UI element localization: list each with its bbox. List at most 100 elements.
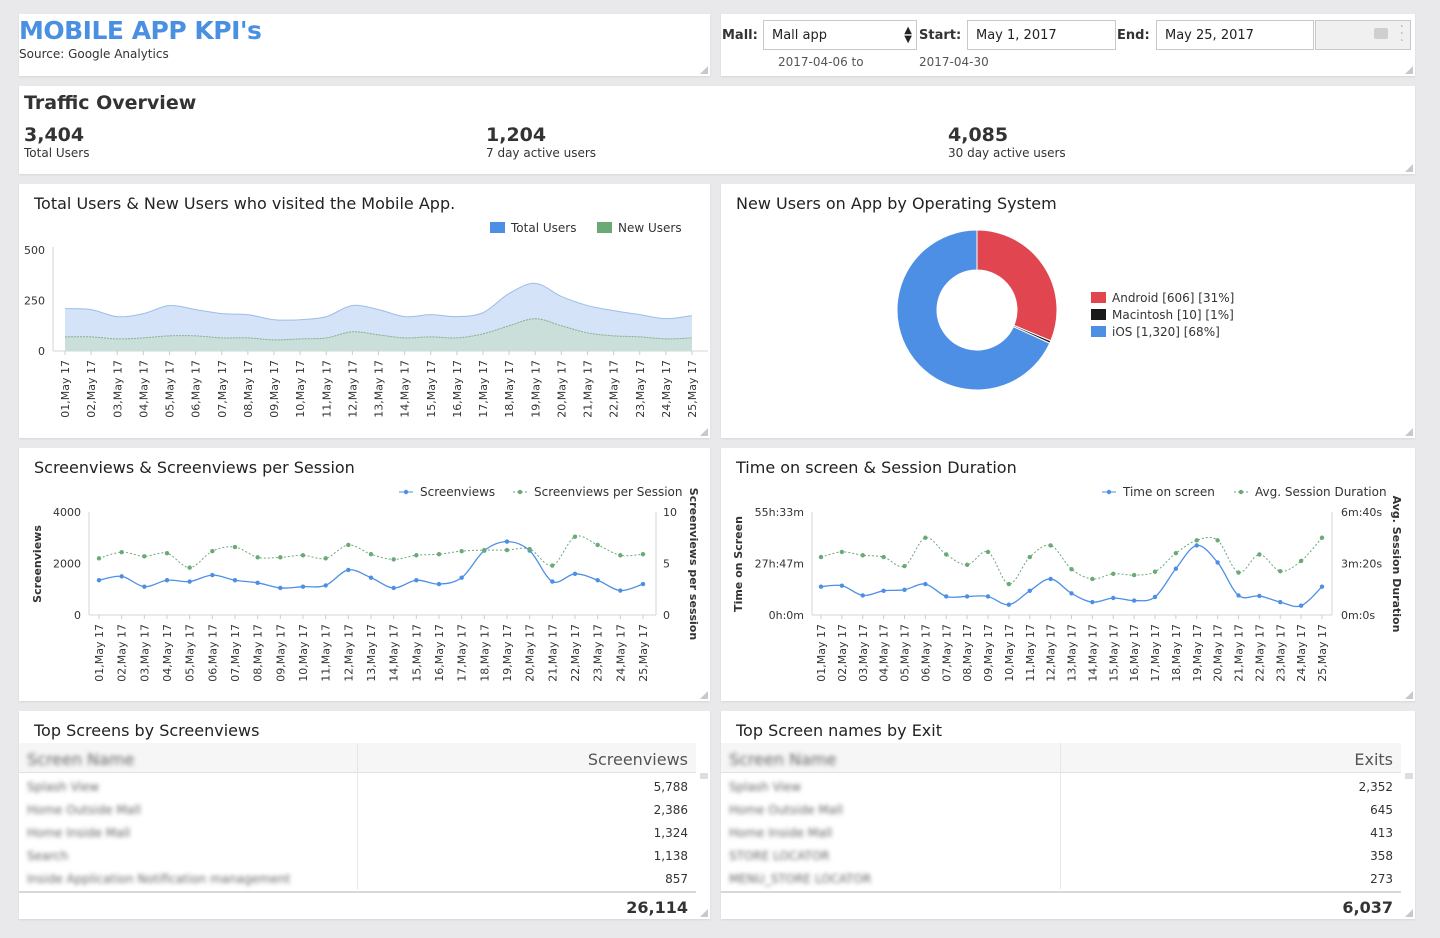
- x-tick-label: 14,May 17: [1086, 624, 1099, 682]
- table-total-row: 6,037: [721, 891, 1401, 919]
- users-chart-panel: Total Users & New Users who visited the …: [19, 184, 710, 438]
- data-point: [323, 556, 328, 561]
- mall-select[interactable]: Mall app ▲ ▼: [763, 20, 917, 50]
- x-tick-label: 22,May 17: [1253, 624, 1266, 682]
- y-tick-label: 0: [74, 609, 81, 622]
- select-arrows-icon: ▲ ▼: [904, 25, 912, 45]
- x-tick-label: 09,May 17: [982, 624, 995, 682]
- y-tick-label: 0: [38, 345, 45, 358]
- x-tick-label: 19,May 17: [1191, 624, 1204, 682]
- header-panel: MOBILE APP KPI's Source: Google Analytic…: [19, 14, 710, 76]
- table-row[interactable]: MENU_STORE LOCATOR 273: [721, 867, 1401, 890]
- cell-screen-name: Home Inside Mall: [729, 826, 833, 840]
- data-point: [944, 552, 949, 557]
- column-header-screen-name[interactable]: Screen Name: [27, 750, 135, 769]
- x-tick-label: 09,May 17: [274, 624, 287, 682]
- x-tick-label: 15,May 17: [1107, 624, 1120, 682]
- table-row[interactable]: Home Inside Mall 1,324: [19, 821, 696, 844]
- data-point: [1027, 554, 1032, 560]
- time-line-chart: 0h:0m 27h:47m 55h:33m 0m:0s 3m:20s 6m:40s Time…: [732, 485, 1403, 682]
- legend-swatch: [1091, 309, 1106, 320]
- range-to-label: 2017-04-30: [919, 55, 989, 69]
- data-point: [985, 594, 991, 599]
- x-tick-label: 21,May 17: [582, 360, 595, 418]
- x-tick-label: 04,May 17: [161, 624, 174, 682]
- data-point: [1236, 570, 1241, 575]
- data-point: [232, 578, 238, 583]
- y2-tick-label: 5: [663, 558, 670, 571]
- column-header-exits[interactable]: Exits: [1354, 750, 1393, 769]
- data-point: [1278, 599, 1283, 605]
- data-point: [278, 555, 283, 560]
- legend-swatch: [490, 222, 505, 233]
- start-date-input[interactable]: May 1, 2017: [967, 20, 1116, 50]
- column-header-screen-name[interactable]: Screen Name: [729, 750, 837, 769]
- legend-marker: [1238, 489, 1244, 495]
- cell-screen-name: Search: [27, 849, 69, 863]
- legend-swatch: [597, 222, 612, 233]
- x-tick-label: 23,May 17: [592, 624, 605, 682]
- table-row[interactable]: Home Inside Mall 413: [721, 821, 1401, 844]
- data-point: [881, 588, 886, 593]
- x-tick-label: 13,May 17: [1066, 624, 1079, 682]
- table-row[interactable]: STORE LOCATOR 358: [721, 844, 1401, 867]
- data-point: [1215, 538, 1220, 543]
- data-point: [164, 578, 170, 583]
- cell-value: 273: [1370, 872, 1393, 886]
- series-line-total-users: [64, 282, 693, 321]
- table-row[interactable]: Splash View 5,788: [19, 775, 696, 798]
- table-row[interactable]: Home Outside Mall 2,386: [19, 798, 696, 821]
- scrollbar[interactable]: [1405, 773, 1413, 779]
- data-point: [278, 585, 283, 591]
- x-tick-label: 20,May 17: [555, 360, 568, 418]
- cell-screen-name: Splash View: [729, 780, 802, 794]
- scrollbar[interactable]: [700, 773, 708, 779]
- table-row[interactable]: Home Outside Mall 645: [721, 798, 1401, 821]
- x-tick-label: 21,May 17: [1233, 624, 1246, 682]
- data-point: [187, 565, 192, 570]
- data-point: [346, 567, 351, 573]
- end-date-input[interactable]: May 25, 2017: [1156, 20, 1314, 50]
- data-point: [436, 552, 442, 557]
- x-tick-label: 19,May 17: [501, 624, 514, 682]
- column-divider: [357, 743, 358, 889]
- x-tick-label: 24,May 17: [660, 360, 673, 418]
- table-row[interactable]: Inside Application Notification manageme…: [19, 867, 696, 890]
- cell-screen-name: Home Inside Mall: [27, 826, 131, 840]
- x-tick-label: 22,May 17: [608, 360, 621, 418]
- x-tick-label: 11,May 17: [1024, 624, 1037, 682]
- column-header-screenviews[interactable]: Screenviews: [587, 750, 688, 769]
- x-tick-label: 07,May 17: [940, 624, 953, 682]
- x-tick-label: 06,May 17: [190, 360, 203, 418]
- cell-screen-name: Inside Application Notification manageme…: [27, 872, 291, 886]
- x-tick-label: 14,May 17: [388, 624, 401, 682]
- x-tick-label: 22,May 17: [569, 624, 582, 682]
- x-tick-label: 07,May 17: [229, 624, 242, 682]
- y-tick-label: 55h:33m: [755, 506, 804, 519]
- table-row[interactable]: Search 1,138: [19, 844, 696, 867]
- x-tick-label: 16,May 17: [433, 624, 446, 682]
- cell-value: 358: [1370, 849, 1393, 863]
- series-area-new-users: [65, 318, 692, 351]
- data-point: [164, 551, 170, 556]
- cell-screen-name: Home Outside Mall: [27, 803, 141, 817]
- traffic-overview-panel: Traffic Overview 3,404 Total Users 1,204…: [19, 86, 1415, 174]
- x-tick-label: 01,May 17: [815, 624, 828, 682]
- x-tick-label: 13,May 17: [365, 624, 378, 682]
- data-point: [391, 557, 396, 562]
- os-chart-panel: New Users on App by Operating System And…: [721, 184, 1415, 438]
- x-tick-label: 07,May 17: [216, 360, 229, 418]
- y2-tick-label: 0m:0s: [1341, 609, 1375, 622]
- x-tick-label: 12,May 17: [346, 360, 359, 418]
- data-point: [119, 549, 124, 555]
- more-options-icon[interactable]: · · ·: [1399, 19, 1404, 49]
- table-row[interactable]: Splash View 2,352: [721, 775, 1401, 798]
- range-from-label: 2017-04-06 to: [778, 55, 864, 69]
- apply-button[interactable]: · · ·: [1315, 20, 1411, 50]
- x-tick-label: 21,May 17: [546, 624, 559, 682]
- comment-icon[interactable]: [1374, 28, 1388, 39]
- time-chart-panel: Time on screen & Session Duration 0h:0m 2…: [721, 448, 1415, 701]
- column-divider: [1060, 743, 1061, 889]
- data-point: [210, 548, 215, 554]
- data-point: [1131, 598, 1137, 603]
